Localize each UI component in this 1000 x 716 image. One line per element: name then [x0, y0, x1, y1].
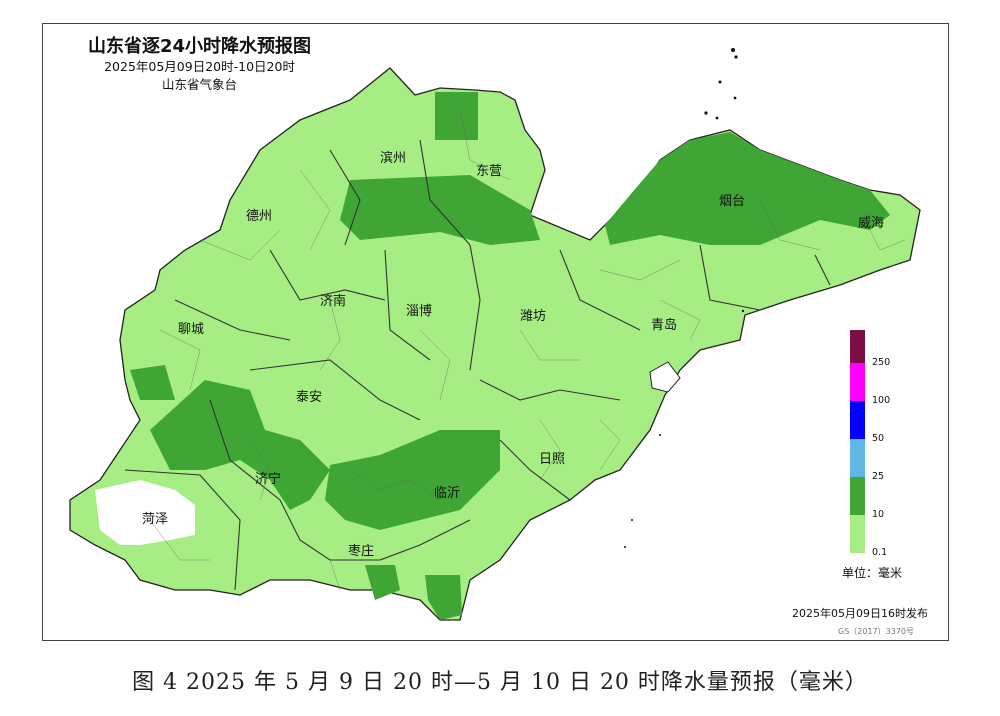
- forecast-period: 2025年05月09日20时-10日20时: [104, 59, 295, 74]
- legend-swatch-0-1-10: [850, 515, 865, 553]
- issuing-agency: 山东省气象台: [162, 77, 238, 92]
- legend-tick-100: 100: [872, 395, 891, 406]
- rain-zone-linyi: [325, 430, 500, 530]
- city-label-dezhou: 德州: [246, 209, 273, 224]
- city-label-linyi: 临沂: [434, 486, 461, 501]
- jiaozhou-bay: [649, 361, 681, 393]
- legend-swatch-100-250: [850, 363, 865, 401]
- legend-swatch-10-25: [850, 477, 865, 515]
- release-time: 2025年05月09日16时发布: [792, 607, 928, 620]
- legend-tick-50: 50: [872, 433, 885, 444]
- legend-swatch-250-plus: [850, 330, 865, 363]
- city-label-binzhou: 滨州: [380, 151, 407, 166]
- prefecture-boundaries: [124, 139, 831, 591]
- rain-zone-southmost: [425, 575, 462, 620]
- city-label-qingdao: 青岛: [651, 318, 678, 333]
- rain-zone-binzhou-dongying: [340, 175, 540, 245]
- no-rain-zone-heze: [95, 480, 195, 545]
- rain-zone-jining-taian: [150, 380, 330, 510]
- city-label-taian: 泰安: [296, 390, 323, 405]
- city-label-zaozhuang: 枣庄: [348, 544, 375, 559]
- legend-swatch-50-100: [850, 401, 865, 439]
- city-label-yantai: 烟台: [719, 194, 746, 209]
- legend-tick-25: 25: [872, 471, 885, 482]
- rain-zone-north-yellow-river: [435, 92, 478, 140]
- city-label-rizhao: 日照: [539, 452, 566, 467]
- legend-swatch-25-50: [850, 439, 865, 477]
- city-label-jining: 济宁: [255, 472, 282, 487]
- city-label-dongying: 东营: [476, 164, 503, 179]
- city-label-heze: 菏泽: [142, 512, 169, 527]
- legend-unit: 单位：毫米: [842, 566, 903, 580]
- legend-tick-250: 250: [872, 357, 891, 368]
- province-base-area: [69, 67, 921, 621]
- city-label-weihai: 威海: [858, 216, 885, 231]
- rain-zone-south-border: [365, 565, 400, 600]
- rain-zone-yantai-weihai: [605, 132, 890, 245]
- rain-zone-liaocheng-south: [130, 365, 175, 400]
- city-label-liaocheng: 聊城: [178, 322, 205, 337]
- map-title: 山东省逐24小时降水预报图: [88, 36, 312, 57]
- map-approval-number: GS（2017）3370号: [838, 627, 914, 636]
- legend-tick-0-1: 0.1: [872, 547, 888, 558]
- figure-caption: 图 4 2025 年 5 月 9 日 20 时—5 月 10 日 20 时降水量…: [132, 670, 868, 695]
- city-label-jinan: 济南: [320, 294, 347, 309]
- map-title-block: 山东省逐24小时降水预报图 2025年05月09日20时-10日20时 山东省气…: [88, 36, 311, 94]
- city-label-zibo: 淄博: [406, 304, 433, 319]
- city-label-weifang: 潍坊: [520, 309, 547, 324]
- islands: [624, 48, 745, 548]
- legend-tick-10: 10: [872, 509, 885, 520]
- county-boundaries: [149, 109, 906, 591]
